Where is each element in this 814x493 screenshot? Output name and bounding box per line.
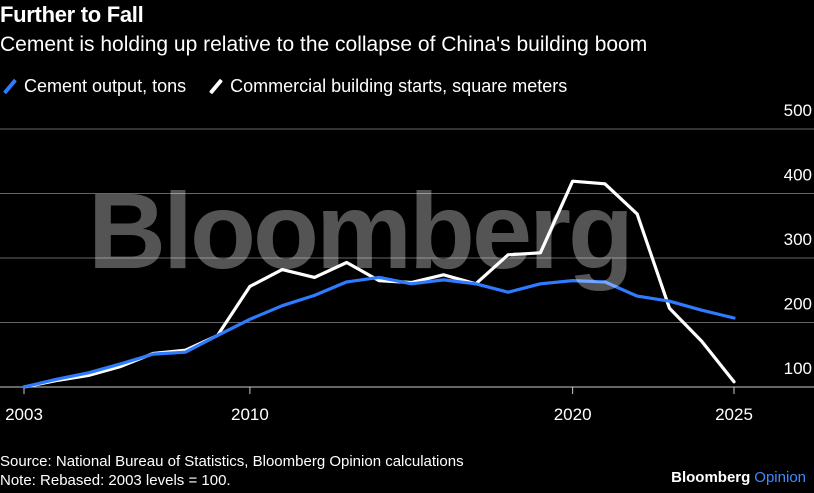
legend-item-cement: Cement output, tons: [0, 76, 186, 97]
x-tick-label: 2020: [554, 405, 592, 424]
legend: Cement output, tons Commercial building …: [0, 74, 587, 98]
chart-subtitle: Cement is holding up relative to the col…: [0, 33, 648, 56]
series-line-cement-output: [22, 275, 736, 389]
y-tick-label: 300: [784, 230, 812, 249]
legend-label-cement: Cement output, tons: [24, 75, 187, 96]
y-tick-label: 400: [784, 166, 812, 185]
legend-label-building-starts: Commercial building starts, square meter…: [230, 75, 568, 96]
y-tick-label: 500: [784, 101, 812, 120]
x-tick-label: 2010: [231, 405, 269, 424]
gridlines: [0, 128, 814, 388]
chart-title: Further to Fall: [0, 2, 144, 27]
x-tick-label: 2003: [5, 405, 43, 424]
rebase-note: Note: Rebased: 2003 levels = 100.: [0, 472, 231, 489]
x-tick-label: 2025: [715, 405, 753, 424]
source-note: Source: National Bureau of Statistics, B…: [0, 453, 464, 470]
legend-item-building-starts: Commercial building starts, square meter…: [206, 76, 567, 97]
brand-name: Bloomberg: [671, 469, 751, 486]
series-line-commercial-building-starts: [22, 179, 736, 389]
bloomberg-opinion-logo: Bloomberg Opinion: [671, 469, 806, 486]
y-tick-label: 200: [784, 295, 812, 314]
brand-suffix: Opinion: [754, 469, 806, 486]
x-axis-tick-labels: 2003 2010 2020 2025: [5, 387, 753, 424]
y-axis-tick-labels: 500 400 300 200 100: [784, 101, 812, 378]
y-tick-label: 100: [784, 359, 812, 378]
series-lines: [22, 179, 736, 389]
